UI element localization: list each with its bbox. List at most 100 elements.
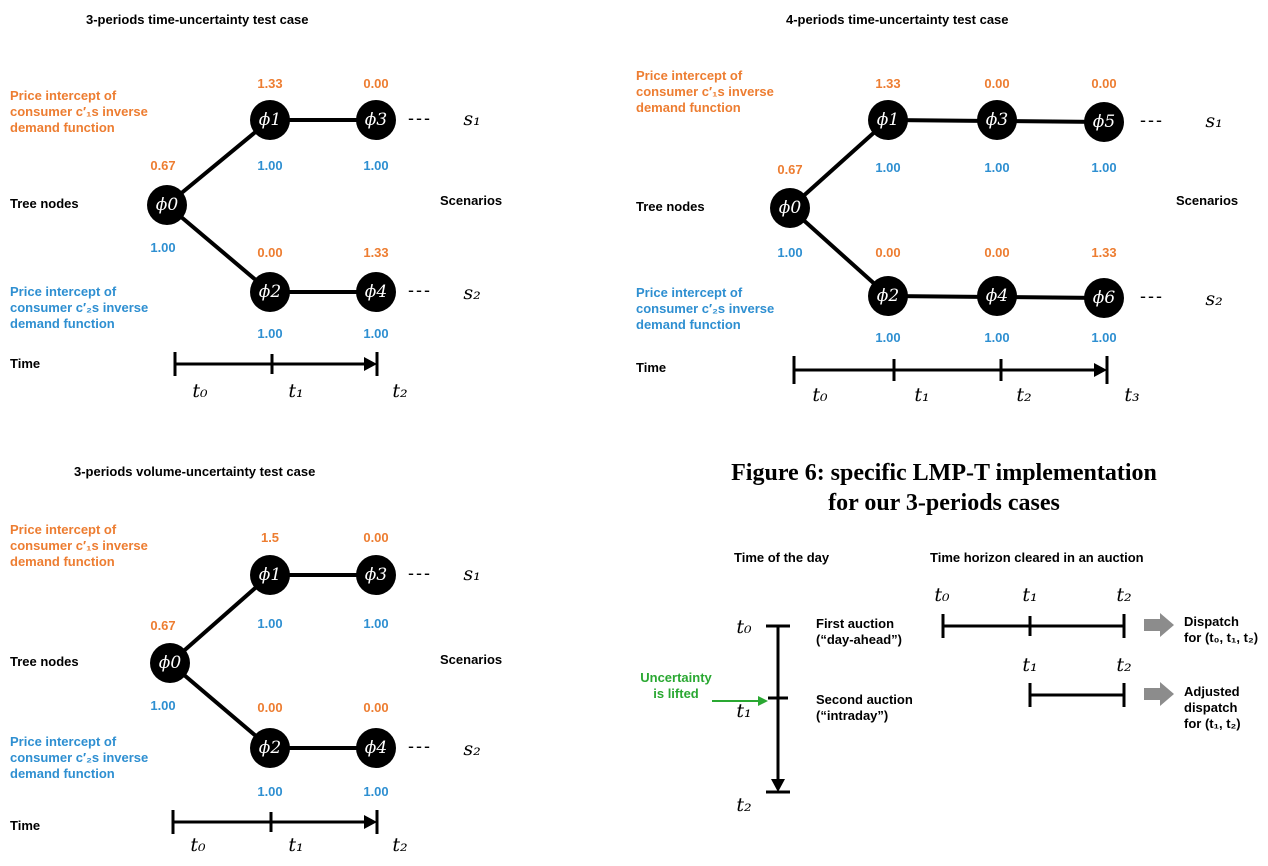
scenario-dash: --- <box>408 736 432 756</box>
scenarios-label: Scenarios <box>440 193 503 208</box>
node-label: ϕ0 <box>778 198 802 218</box>
node-label: ϕ1 <box>258 110 282 130</box>
tree-nodes-label: Tree nodes <box>10 196 79 211</box>
time-label: Time <box>10 356 41 371</box>
dispatch-label: Dispatch for (t₀, t₁, t₂) <box>1184 614 1259 645</box>
blue-label: Price intercept of consumer c′₂s inverse… <box>10 734 149 781</box>
node-label: ϕ2 <box>258 738 282 758</box>
scenario-label: s₂ <box>463 282 481 304</box>
value-blue: 1.00 <box>875 160 901 175</box>
horizon-time-label: t₂ <box>1116 584 1132 606</box>
day-time-label: t₀ <box>736 616 752 638</box>
value-orange: 1.5 <box>260 530 280 545</box>
horizon-time-label: t₂ <box>1116 654 1132 676</box>
node-label: ϕ3 <box>364 565 388 585</box>
time-tick-label: t₀ <box>192 380 208 402</box>
node-label: ϕ5 <box>1092 112 1116 132</box>
time-tick-label: t₃ <box>1124 384 1140 406</box>
time-tick-label: t₂ <box>392 834 408 856</box>
node-label: ϕ2 <box>876 286 900 306</box>
tree-diagram <box>147 100 396 376</box>
scenario-label: s₁ <box>463 108 481 130</box>
node-phi1 <box>868 100 908 140</box>
node-label: ϕ2 <box>258 282 282 302</box>
node-label: ϕ6 <box>1092 288 1116 308</box>
node-phi4 <box>356 728 396 768</box>
panel-title: 3-periods volume-uncertainty test case <box>74 464 316 479</box>
horizon-time-label: t₀ <box>934 584 950 606</box>
value-blue: 1.00 <box>363 616 389 631</box>
orange-label: Price intercept of consumer c′₁s inverse… <box>10 88 148 135</box>
blue-label: Price intercept of consumer c′₂s inverse… <box>10 284 149 331</box>
adjusted-dispatch-label: Adjusted dispatch for (t₁, t₂) <box>1184 684 1241 731</box>
blue-label: Price intercept of consumer c′₂s inverse… <box>636 285 775 332</box>
value-blue: 1.00 <box>1091 330 1117 345</box>
node-phi3 <box>356 100 396 140</box>
scenario-dash: --- <box>408 108 432 128</box>
node-phi2 <box>868 276 908 316</box>
first-auction-label: First auction (“day-ahead”) <box>816 616 902 647</box>
node-label: ϕ3 <box>364 110 388 130</box>
value-orange: 0.67 <box>777 162 803 177</box>
lmp-t-diagram <box>712 613 1174 794</box>
node-phi5 <box>1084 102 1124 142</box>
value-blue: 1.00 <box>363 158 389 173</box>
node-label: ϕ1 <box>876 110 900 130</box>
day-time-label: t₂ <box>736 794 752 816</box>
uncertainty-label: Uncertainty is lifted <box>640 670 712 701</box>
horizon-label: Time horizon cleared in an auction <box>930 550 1144 565</box>
value-orange: 1.33 <box>875 76 901 91</box>
value-orange: 0.67 <box>150 158 176 173</box>
value-blue: 1.00 <box>363 784 389 799</box>
scenario-dash: --- <box>408 563 432 583</box>
node-label: ϕ3 <box>985 110 1009 130</box>
time-tick-label: t₁ <box>288 380 304 402</box>
scenarios-label: Scenarios <box>1176 193 1239 208</box>
node-phi0 <box>147 185 187 225</box>
value-orange: 1.33 <box>363 245 389 260</box>
node-phi3 <box>977 100 1017 140</box>
value-orange: 0.00 <box>1091 76 1117 91</box>
node-phi4 <box>356 272 396 312</box>
node-phi0 <box>770 188 810 228</box>
value-blue: 1.00 <box>1091 160 1117 175</box>
tree-diagram <box>150 555 396 834</box>
scenario-label: s₂ <box>463 738 481 760</box>
tree-diagram <box>770 100 1124 384</box>
node-label: ϕ4 <box>364 282 388 302</box>
tree-nodes-label: Tree nodes <box>10 654 79 669</box>
value-orange: 0.00 <box>257 245 283 260</box>
node-label: ϕ0 <box>158 653 182 673</box>
node-phi0 <box>150 643 190 683</box>
uncertainty-arrow-icon <box>712 696 768 706</box>
time-tick-label: t₀ <box>190 834 206 856</box>
value-orange: 0.00 <box>363 76 389 91</box>
value-orange: 0.00 <box>984 245 1010 260</box>
value-blue: 1.00 <box>875 330 901 345</box>
value-blue: 1.00 <box>150 240 176 255</box>
time-tick-label: t₁ <box>288 834 304 856</box>
scenario-dash: --- <box>408 280 432 300</box>
orange-label: Price intercept of consumer c′₁s inverse… <box>636 68 774 115</box>
panel-4p-time: 4-periods time-uncertainty test case Pri… <box>620 0 1268 420</box>
value-orange: 1.33 <box>257 76 283 91</box>
value-orange: 0.00 <box>875 245 901 260</box>
node-phi1 <box>250 555 290 595</box>
value-blue: 1.00 <box>984 330 1010 345</box>
value-blue: 1.00 <box>984 160 1010 175</box>
time-tick-label: t₂ <box>392 380 408 402</box>
figure6-title: Figure 6: specific LMP-T implementation … <box>731 460 1157 516</box>
time-of-day-label: Time of the day <box>734 550 830 565</box>
value-orange: 0.00 <box>984 76 1010 91</box>
node-label: ϕ1 <box>258 565 282 585</box>
node-label: ϕ0 <box>155 195 179 215</box>
value-blue: 1.00 <box>257 784 283 799</box>
node-phi6 <box>1084 278 1124 318</box>
adjusted-dispatch-arrow-icon <box>1144 682 1174 706</box>
value-orange: 0.00 <box>363 530 389 545</box>
node-phi3 <box>356 555 396 595</box>
day-time-label: t₁ <box>736 700 752 722</box>
horizon-time-label: t₁ <box>1022 654 1038 676</box>
node-label: ϕ4 <box>364 738 388 758</box>
panel-title: 4-periods time-uncertainty test case <box>786 12 1009 27</box>
